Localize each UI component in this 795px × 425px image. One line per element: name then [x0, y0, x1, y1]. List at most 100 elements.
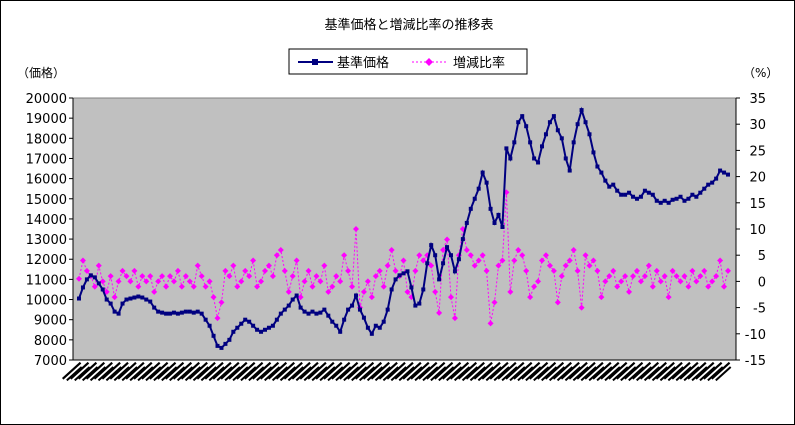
ratio-point [269, 273, 276, 280]
price-point [512, 140, 517, 145]
ratio-point [633, 267, 640, 274]
plot-area [72, 97, 737, 361]
ratio-point [76, 275, 82, 282]
price-point [270, 323, 275, 328]
ratio-point [610, 267, 617, 274]
price-point [480, 170, 485, 175]
ratio-point [170, 278, 177, 285]
price-point [377, 325, 382, 330]
x-tick-label-mark [267, 361, 288, 380]
x-tick-label-mark [398, 366, 415, 382]
legend-label-ratio: 増減比率 [453, 55, 505, 71]
x-tick-label-mark [406, 366, 423, 382]
price-point [298, 305, 303, 310]
x-tick-label-mark [283, 361, 303, 380]
ratio-point [147, 273, 154, 280]
ratio-point [535, 278, 542, 285]
price-point [642, 188, 647, 193]
price-point [567, 168, 572, 173]
ratio-point [325, 288, 332, 295]
x-tick-label-mark [465, 361, 485, 380]
price-point [96, 281, 101, 286]
price-point [357, 307, 362, 312]
x-tick-label-mark [101, 361, 121, 380]
ratio-point [285, 288, 292, 295]
price-point [282, 307, 287, 312]
price-point [286, 303, 291, 308]
price-point [171, 310, 176, 315]
x-tick-label-mark [85, 361, 106, 380]
price-point [338, 329, 343, 334]
x-tick-label-mark [394, 361, 414, 380]
price-point [92, 275, 97, 280]
price-point [417, 301, 422, 306]
price-point [239, 321, 244, 326]
price-point [650, 192, 655, 197]
price-point [211, 333, 216, 338]
x-tick-label-mark [295, 366, 312, 382]
ratio-point [123, 273, 130, 280]
price-point [361, 315, 366, 320]
ratio-point [558, 273, 565, 280]
ratio-point [582, 252, 589, 259]
x-tick-label-mark [695, 361, 715, 380]
x-tick-label-mark [580, 366, 597, 382]
ratio-point [527, 294, 534, 301]
x-tick-label-mark [576, 361, 596, 380]
price-point [674, 196, 679, 201]
y-tick-label: 9000 [34, 314, 67, 329]
x-tick-label-mark [707, 366, 724, 382]
ratio-point [471, 262, 478, 269]
x-tick-label-mark [192, 366, 209, 382]
price-point [714, 176, 719, 181]
price-point [547, 120, 552, 125]
x-tick-label-mark [600, 361, 620, 380]
x-tick-label-mark [505, 361, 525, 380]
x-tick-label-mark [117, 361, 137, 380]
x-tick-label-mark [683, 366, 700, 382]
ratio-point [463, 246, 470, 253]
ratio-point [305, 267, 312, 274]
ratio-point [428, 262, 435, 269]
price-point [634, 196, 639, 201]
ratio-point [167, 273, 174, 280]
y2-tick-label: 15 [749, 197, 766, 212]
price-point [100, 287, 105, 292]
x-tick-label-mark [176, 366, 194, 382]
price-point [682, 198, 687, 203]
ratio-point [598, 294, 605, 301]
ratio-point [669, 267, 676, 274]
price-point [718, 168, 723, 173]
price-point [152, 305, 157, 310]
price-point [346, 307, 351, 312]
x-tick-label-mark [556, 366, 574, 382]
price-point [551, 114, 556, 119]
price-point [235, 325, 240, 330]
ratio-point [436, 309, 443, 316]
ratio-point [665, 294, 672, 301]
x-tick-label-mark [319, 366, 336, 382]
price-point [409, 285, 414, 290]
price-point [603, 178, 608, 183]
x-tick-label-mark [659, 366, 676, 382]
x-tick-label-mark [639, 361, 660, 380]
ratio-point [487, 320, 494, 327]
ratio-point [566, 257, 573, 264]
price-point [183, 309, 188, 314]
ratio-point [139, 273, 146, 280]
ratio-point [590, 257, 597, 264]
x-tick-label-mark [323, 361, 343, 380]
ratio-point [475, 257, 482, 264]
ratio-point [681, 273, 688, 280]
y2-axis: -15 -10 -5 0 5 10 15 20 25 30 35 [735, 92, 766, 369]
x-tick-label-mark [354, 361, 375, 380]
price-point [722, 170, 727, 175]
ratio-point [495, 262, 502, 269]
ratio-point [602, 278, 609, 285]
legend-marker-price [312, 59, 318, 65]
price-point [132, 295, 137, 300]
x-tick-label-mark [149, 361, 169, 380]
price-point [543, 132, 548, 137]
y2-axis-label: （%） [743, 66, 778, 80]
